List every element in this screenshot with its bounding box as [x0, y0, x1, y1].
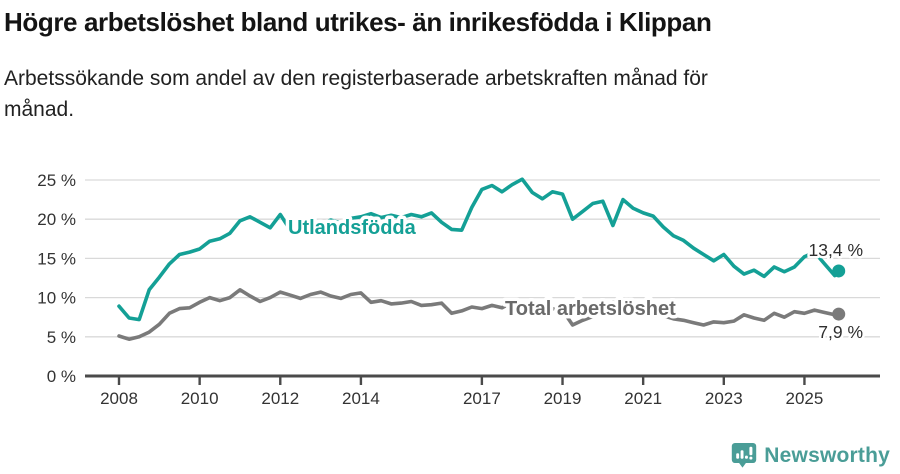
series-end-value-total-arbetsloshet: 7,9 % — [818, 322, 863, 342]
svg-text:25 %: 25 % — [37, 171, 76, 190]
x-axis-labels: 2008 2010 2012 2014 2017 2019 2021 2023 2025 — [100, 389, 823, 408]
svg-text:2019: 2019 — [544, 389, 582, 408]
svg-text:2010: 2010 — [181, 389, 219, 408]
header: Högre arbetslöshet bland utrikes- än inr… — [0, 0, 900, 126]
svg-text:2023: 2023 — [705, 389, 743, 408]
svg-text:0 %: 0 % — [47, 367, 76, 386]
chart-subtitle: Arbetssökande som andel av den registerb… — [4, 66, 708, 122]
brand-footer: Newsworthy — [731, 442, 890, 469]
svg-text:2017: 2017 — [463, 389, 501, 408]
y-gridlines — [85, 178, 880, 337]
series-inline-label-utlandsfodda: Utlandsfödda — [288, 217, 417, 239]
svg-text:15 %: 15 % — [37, 249, 76, 268]
newsworthy-logo-icon — [732, 443, 757, 468]
unemployment-line-chart: 0 %5 %10 %15 %20 %25 %2008 2010 2012 2014 20… — [37, 171, 880, 408]
svg-text:2021: 2021 — [624, 389, 662, 408]
series-end-dot-utlandsfodda — [832, 263, 846, 277]
svg-text:2008: 2008 — [100, 389, 138, 408]
chart-area: 0 % 5 % 10 % 15 % 20 % 25 % 2008 2010 2012 2014 20… — [0, 150, 900, 427]
x-axis — [85, 374, 880, 385]
svg-text:2025: 2025 — [786, 389, 824, 408]
series-line-total-arbetsloshet — [117, 287, 841, 341]
brand-name: Newsworthy — [764, 443, 890, 467]
chart-title: Högre arbetslöshet bland utrikes- än inr… — [4, 7, 712, 37]
series-line-utlandsfodda — [117, 176, 841, 321]
svg-text:2012: 2012 — [261, 389, 299, 408]
svg-text:10 %: 10 % — [37, 288, 76, 307]
svg-text:5 %: 5 % — [47, 327, 76, 346]
svg-text:20 %: 20 % — [37, 210, 76, 229]
series-end-dot-total-arbetsloshet — [832, 307, 846, 321]
y-axis-labels: 0 % 5 % 10 % 15 % 20 % 25 % — [37, 171, 76, 386]
svg-text:2014: 2014 — [342, 389, 380, 408]
series-inline-label-total-arbetsloshet: Total arbetslöshet — [505, 298, 676, 320]
series-end-value-utlandsfodda: 13,4 % — [809, 240, 863, 260]
